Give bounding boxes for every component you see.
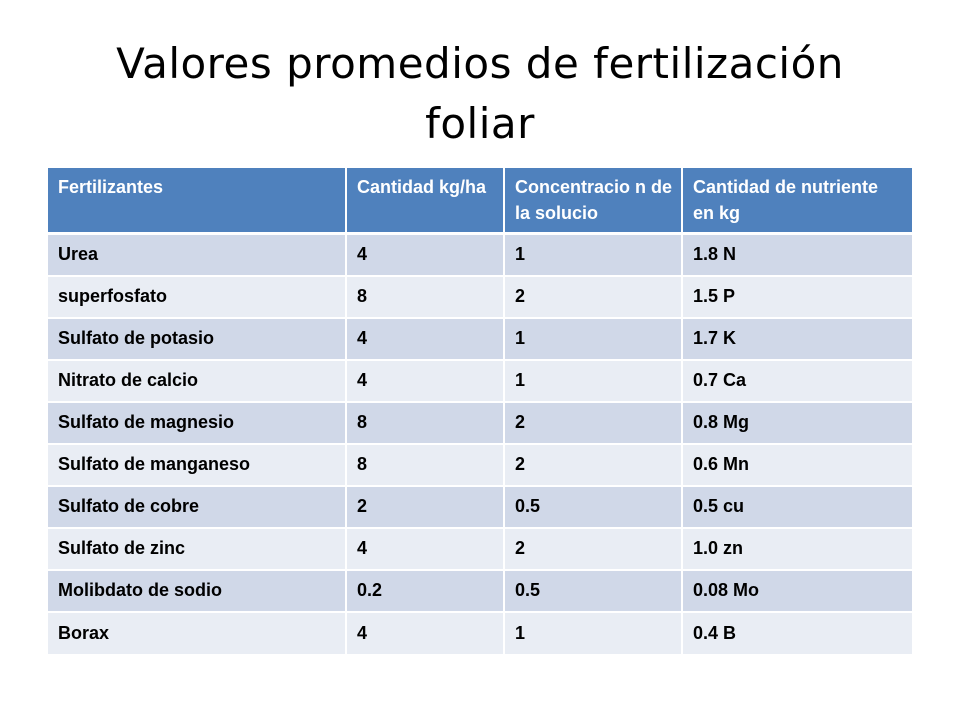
cell-cantidad: 4 — [346, 526, 505, 570]
cell-fertilizante: Molibdato de sodio — [48, 568, 347, 612]
cell-cantidad: 4 — [346, 316, 505, 360]
table-row: Sulfato de manganeso 8 2 0.6 Mn — [48, 442, 912, 486]
cell-nutriente: 0.5 cu — [682, 484, 912, 528]
header-concentracion: Concentracio n de la solucio — [504, 168, 683, 235]
cell-fertilizante: Sulfato de zinc — [48, 526, 347, 570]
header-fertilizantes: Fertilizantes — [48, 168, 347, 235]
cell-concentracion: 1 — [504, 316, 683, 360]
slide-title: Valores promedios de fertilización folia… — [116, 39, 844, 148]
cell-cantidad: 8 — [346, 274, 505, 318]
cell-nutriente: 0.8 Mg — [682, 400, 912, 444]
cell-concentracion: 2 — [504, 442, 683, 486]
cell-fertilizante: Urea — [48, 232, 347, 276]
cell-nutriente: 0.4 B — [682, 610, 912, 654]
cell-concentracion: 1 — [504, 232, 683, 276]
cell-fertilizante: Sulfato de manganeso — [48, 442, 347, 486]
cell-cantidad: 2 — [346, 484, 505, 528]
cell-fertilizante: Sulfato de potasio — [48, 316, 347, 360]
cell-concentracion: 2 — [504, 274, 683, 318]
cell-nutriente: 0.7 Ca — [682, 358, 912, 402]
cell-nutriente: 1.8 N — [682, 232, 912, 276]
cell-fertilizante: superfosfato — [48, 274, 347, 318]
table-header-row: Fertilizantes Cantidad kg/ha Concentraci… — [48, 168, 912, 235]
cell-cantidad: 4 — [346, 358, 505, 402]
cell-fertilizante: Sulfato de magnesio — [48, 400, 347, 444]
cell-cantidad: 4 — [346, 232, 505, 276]
cell-nutriente: 0.08 Mo — [682, 568, 912, 612]
table-row: superfosfato 8 2 1.5 P — [48, 274, 912, 318]
cell-nutriente: 0.6 Mn — [682, 442, 912, 486]
cell-nutriente: 1.5 P — [682, 274, 912, 318]
table-row: Sulfato de potasio 4 1 1.7 K — [48, 316, 912, 360]
cell-concentracion: 2 — [504, 526, 683, 570]
cell-fertilizante: Sulfato de cobre — [48, 484, 347, 528]
cell-fertilizante: Nitrato de calcio — [48, 358, 347, 402]
cell-cantidad: 8 — [346, 442, 505, 486]
cell-concentracion: 1 — [504, 358, 683, 402]
cell-nutriente: 1.7 K — [682, 316, 912, 360]
header-cantidad-nutriente: Cantidad de nutriente en kg — [682, 168, 912, 235]
table-row: Borax 4 1 0.4 B — [48, 610, 912, 654]
cell-concentracion: 1 — [504, 610, 683, 654]
table-row: Molibdato de sodio 0.2 0.5 0.08 Mo — [48, 568, 912, 612]
table-row: Urea 4 1 1.8 N — [48, 232, 912, 276]
table-row: Sulfato de cobre 2 0.5 0.5 cu — [48, 484, 912, 528]
cell-cantidad: 0.2 — [346, 568, 505, 612]
header-cantidad: Cantidad kg/ha — [346, 168, 505, 235]
cell-cantidad: 8 — [346, 400, 505, 444]
table-row: Sulfato de zinc 4 2 1.0 zn — [48, 526, 912, 570]
cell-cantidad: 4 — [346, 610, 505, 654]
cell-nutriente: 1.0 zn — [682, 526, 912, 570]
cell-concentracion: 0.5 — [504, 484, 683, 528]
cell-concentracion: 0.5 — [504, 568, 683, 612]
table-row: Nitrato de calcio 4 1 0.7 Ca — [48, 358, 912, 402]
cell-fertilizante: Borax — [48, 610, 347, 654]
fertilizer-table: Fertilizantes Cantidad kg/ha Concentraci… — [48, 168, 912, 654]
table-row: Sulfato de magnesio 8 2 0.8 Mg — [48, 400, 912, 444]
cell-concentracion: 2 — [504, 400, 683, 444]
